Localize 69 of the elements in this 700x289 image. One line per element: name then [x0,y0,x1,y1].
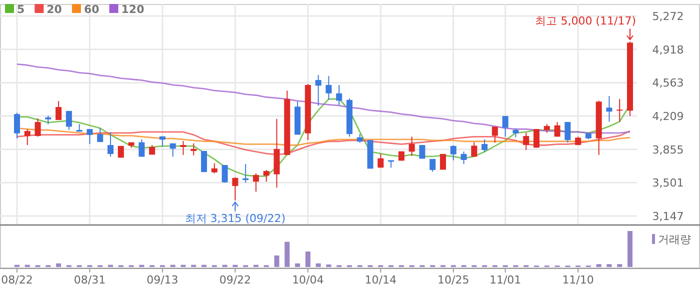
x-tick-label: 10/25 [438,274,470,286]
bar [316,263,321,267]
candlestick [430,158,436,172]
bar [295,263,300,267]
x-tick-label: 08/31 [74,274,106,286]
bar [56,263,62,267]
candlestick [315,74,322,106]
candlestick [533,128,540,148]
x-tick-label: 10/04 [292,274,324,286]
candlestick [66,110,72,130]
x-tick-label: 10/14 [364,274,396,286]
candlestick [554,121,560,138]
candlestick [97,128,104,143]
bar [284,242,290,267]
x-tick-label: 09/22 [219,274,252,286]
x-tick-label: 11/10 [562,274,594,286]
candlestick [34,118,41,138]
candlestick [180,140,186,156]
candlestick [86,128,93,144]
y-tick-label: 3,855 [652,143,684,156]
candlestick [460,151,467,165]
legend-label: 120 [121,3,145,16]
y-tick-label: 4,918 [652,43,684,56]
y-tick-label: 4,209 [652,110,684,124]
candlestick [471,142,478,158]
x-tick-label: 09/13 [146,274,178,286]
annotation: 최저 3,315 (09/22) [184,212,286,226]
candlestick [564,121,571,144]
y-tick-label: 5,272 [652,10,684,23]
candlestick [419,144,426,160]
y-tick-label: 3,147 [652,210,684,223]
y-tick-label: 3,501 [652,176,684,190]
bar [305,252,310,267]
candlestick [492,126,498,144]
candlestick [523,132,530,151]
candlestick [108,132,114,158]
bar [326,264,332,267]
legend-label: 20 [46,3,62,16]
candlestick [502,116,508,138]
bar [617,264,622,267]
legend-label: 5 [17,3,25,16]
candlestick [408,136,415,156]
candlestick [606,96,612,122]
y-tick-label: 4,563 [652,76,684,90]
x-tick-label: 08/22 [1,274,33,286]
candlestick [170,142,176,158]
legend-label: 60 [84,3,100,16]
candlestick [56,100,62,120]
candlestick [263,169,270,182]
bar [628,231,632,267]
candlestick [24,128,30,146]
legend-label: 거래량 [658,233,691,246]
candlestick [378,153,384,168]
candlestick [336,84,342,106]
bar [606,264,612,267]
candlestick [482,138,488,153]
candlestick [450,144,456,161]
candlestick [138,138,145,158]
bar [274,255,280,267]
candlestick [232,176,238,201]
candlestick [326,75,332,100]
annotation: 최고 5,000 (11/17) [535,14,636,28]
candlestick [252,172,259,192]
candlestick [616,98,623,122]
candlestick [211,162,218,174]
candlestick [14,112,20,139]
x-tick-label: 11/01 [489,274,522,286]
candlestick [190,142,197,156]
bar [596,264,602,267]
